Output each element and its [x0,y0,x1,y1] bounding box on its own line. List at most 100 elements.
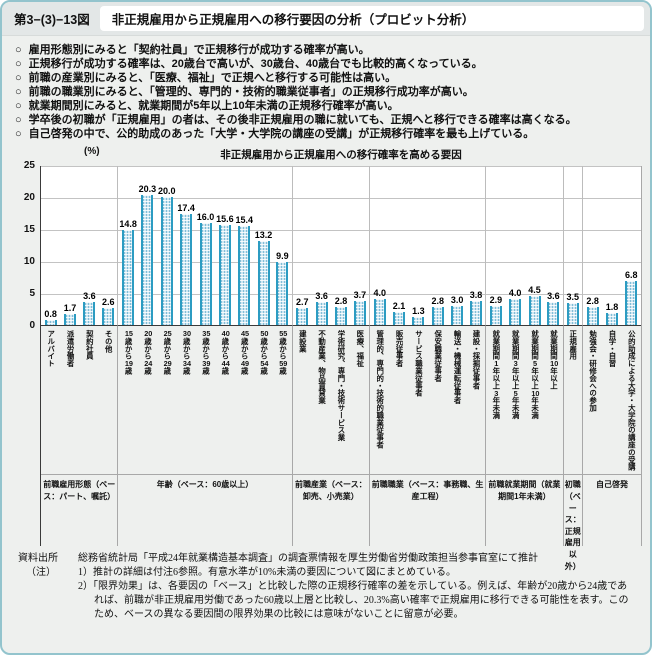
bar-value-label: 2.9 [489,295,503,306]
circle-bullet-icon: ○ [15,100,22,112]
bar-value-label: 4.5 [528,285,541,296]
bullet-text: 自己啓発の中で、公的助成のあった「大学・大学院の講座の受講」が正規移行確率を最も… [28,128,535,141]
bar-cell: 17.4 [176,166,196,327]
bar: 3.8 [470,290,482,326]
category-label: 不動産業、物品賃貸業 [317,330,327,405]
category-label: 就業期間1年以上3年未満 [491,330,501,420]
group-label-cell: 前職雇用形態（ベース：パート、嘱託） [41,474,119,547]
category-label: 45歳から49歳 [240,330,250,375]
bar-value-label: 20.0 [158,186,176,197]
category-label: 就業期間5年以上10年未満 [530,330,540,420]
category-label: 自学・自習 [607,330,617,368]
category-label: 建設・採掘従事者 [467,326,487,475]
bullet-text: 前職の職業別にみると、「管理的、専門的・技術的職業従事者」の正規移行成功率が高い… [28,85,474,98]
bar-cell: 3.6 [79,166,100,327]
bar-chart: 非正規雇用から正規雇用への移行確率を高める要因 (%) 25 20 15 10 5 0 0… [8,146,642,571]
bar: 2.6 [102,297,114,326]
category-label: 学術研究、専門・技術サービス業 [336,330,346,442]
bar-cell: 3.5 [563,166,583,327]
bullet-item: ○ 前職の職業別にみると、「管理的、専門的・技術的職業従事者」の正規移行成功率が高… [15,86,638,100]
bar: 0.8 [44,309,57,326]
bar-value-label: 2.8 [586,296,599,307]
bar-cell: 9.9 [273,166,293,327]
bullet-item: ○ 正規移行が成功する確率は、20歳台で高いが、30歳台、40歳台でも比較的高くな… [15,58,638,72]
bar-value-label: 15.4 [235,215,253,226]
bar: 3.5 [566,292,579,326]
category-label: 公的助成による大学・大学院の講座の受講 [627,330,637,471]
bullet-text: 就業期間別にみると、就業期間が5年以上10年未満の正規移行確率が高い。 [28,100,399,112]
bar: 20.0 [158,186,176,326]
bar-cell: 2.8 [331,166,351,327]
bar: 16.0 [197,212,214,326]
category-label: アルバイト [46,330,56,368]
group-label-cell: 年齢（ベース：60歳以上） [118,474,293,547]
category-label: 20歳から24歳 [143,330,153,375]
bar-cell: 15.6 [215,166,235,327]
y-tick-label: 20 [23,192,35,204]
bar-cell: 1.7 [60,166,80,327]
circle-bullet-icon: ○ [15,43,22,56]
bar: 4.0 [509,288,521,326]
source-label: 資料出所 [18,553,58,565]
bar-cell: 2.1 [389,166,409,327]
category-label: 販売従事者 [395,330,405,368]
category-label: 就業期間3年以上5年未満 [511,330,521,420]
group-label-cell: 自己啓発 [582,474,641,546]
bar: 14.8 [119,219,137,326]
chart-title: 非正規雇用から正規雇用への移行確率を高める要因 [220,149,462,162]
category-label: 正規雇用 [564,326,583,475]
category-label: その他 [99,326,119,475]
bar-cell: 1.3 [408,166,429,327]
bar-cell: 0.8 [41,166,61,327]
bullet-item: ○ 前職の産業別にみると、「医療、福祉」で正規へと移行する可能性は高い。 [15,72,638,86]
category-label: 輸送・機械運転従事者 [453,330,463,405]
category-label: サービス職業従事者 [414,330,424,397]
bullet-text: 雇用形態別にみると「契約社員」で正規移行が成功する確率が高い。 [28,43,370,56]
bar: 4.0 [373,288,386,326]
circle-bullet-icon: ○ [15,114,22,127]
bullet-item: ○ 学卒後の初職が「正規雇用」の者は、その後非正規雇用の職に就いても、正規へと移行… [15,114,638,128]
bullet-item: ○ 自己啓発の中で、公的助成のあった「大学・大学院の講座の受講」が正規移行確率を最… [15,128,638,142]
bar: 2.1 [393,301,405,326]
figure-footnotes: 資料出所 総務省統計局「平成24年就業構造基本調査」の調査票情報を厚生労働省労働… [2,546,650,622]
bar-value-label: 3.5 [566,292,580,303]
note-list: 1）推計の詳細は付注6参照。有意水準が10%未満の要因について図にまとめている。… [78,566,636,622]
bar-value-label: 9.9 [276,251,289,262]
circle-bullet-icon: ○ [15,71,22,84]
bar-cell: 4.0 [505,166,525,327]
bar-cell: 2.9 [486,166,506,327]
y-tick-label: 5 [29,288,35,300]
notes-row: （注） 1）推計の詳細は付注6参照。有意水準が10%未満の要因について図にまとめ… [18,566,636,622]
bullet-text: 前職の産業別にみると、「医療、福祉」で正規へと移行する可能性は高い。 [28,71,397,84]
bar-cell: 16.0 [195,166,216,327]
group-label-cell: 初職（ベース：正規雇用以外） [563,474,583,571]
bar: 1.8 [606,302,618,326]
figure-header: 第3−(3)−13図 非正規雇用から正規雇用への移行要因の分析（プロビット分析） [2,2,650,36]
y-tick-label: 10 [23,256,35,268]
bar-value-label: 6.8 [625,270,638,281]
bar: 13.2 [255,230,272,326]
bar-value-label: 14.8 [119,219,137,230]
y-tick-label: 15 [23,224,35,236]
bar-cell: 13.2 [253,166,274,327]
circle-bullet-icon: ○ [15,85,22,98]
bar-cell: 4.0 [370,166,390,327]
bar-value-label: 0.8 [44,309,57,320]
bar-value-label: 4.0 [508,288,522,299]
category-label: 派遣労働者 [66,330,76,368]
bar: 3.7 [354,290,366,326]
bar-cell: 15.4 [234,166,254,327]
bar-cell: 3.0 [447,166,467,327]
category-label: 就業期間10年以上 [544,326,564,475]
note-label: （注） [26,567,56,579]
bar-value-label: 2.6 [101,297,115,308]
bar-cell: 2.8 [582,166,603,327]
bar-value-label: 1.8 [605,302,619,313]
category-label: 管理的、専門的・技術的職業従事者 [375,330,385,449]
bar-value-label: 4.0 [373,288,386,299]
bar: 4.5 [528,285,541,326]
category-label: 15歳から19歳 [124,330,134,375]
bar-value-label: 16.0 [196,212,215,223]
bar: 6.8 [625,270,638,326]
bar: 3.6 [547,291,560,326]
